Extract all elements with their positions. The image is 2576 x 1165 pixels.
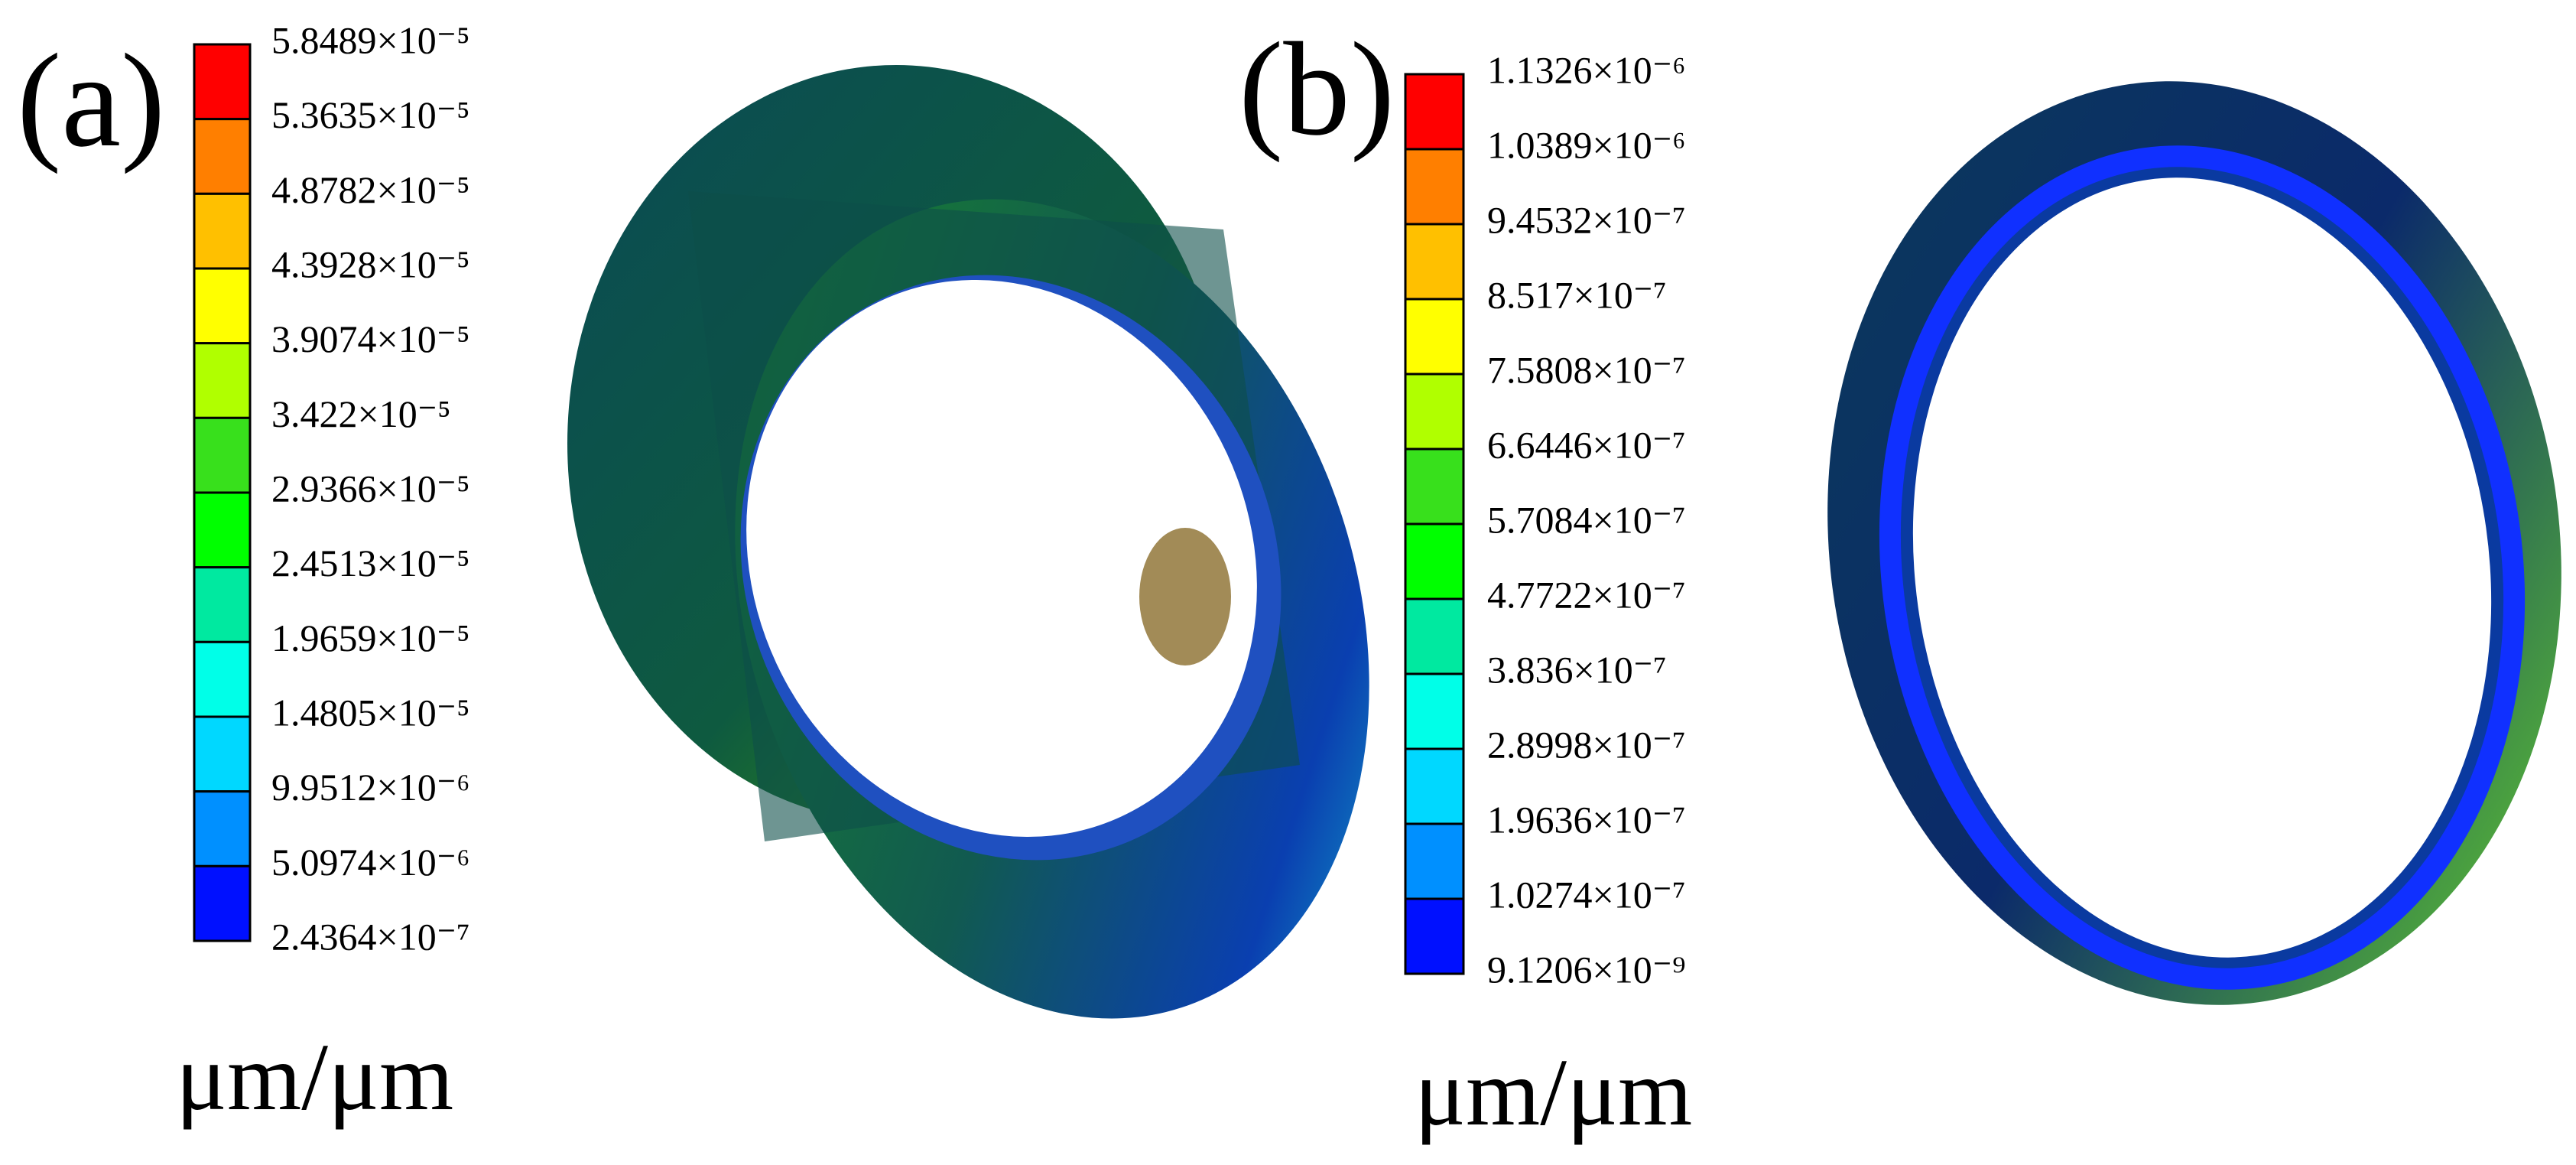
colorbar-band xyxy=(193,342,252,419)
colorbar-band xyxy=(193,267,252,345)
ring-a xyxy=(567,65,1369,1019)
colorbar-label: 1.0274×10⁻⁷ xyxy=(1487,873,1686,916)
colorbar-label: 4.7722×10⁻⁷ xyxy=(1487,573,1686,616)
colorbar-band xyxy=(1404,73,1465,151)
colorbar-label: 5.3635×10⁻⁵ xyxy=(271,93,470,136)
colorbar-band xyxy=(193,864,252,942)
colorbar-band xyxy=(193,640,252,718)
colorbar-band xyxy=(193,43,252,121)
colorbar-label: 4.3928×10⁻⁵ xyxy=(271,242,470,285)
colorbar-band xyxy=(1404,597,1465,675)
colorbar-band xyxy=(1404,373,1465,451)
colorbar-label: 1.9636×10⁻⁷ xyxy=(1487,798,1686,841)
colorbar-label: 6.6446×10⁻⁷ xyxy=(1487,423,1686,466)
colorbar-label: 1.9659×10⁻⁵ xyxy=(271,617,470,659)
panel-label: (a) xyxy=(17,26,165,174)
colorbar-label: 9.1206×10⁻⁹ xyxy=(1487,948,1686,991)
colorbar-band xyxy=(193,491,252,569)
colorbar-band xyxy=(193,566,252,643)
colorbar-label: 3.422×10⁻⁵ xyxy=(271,392,451,435)
colorbar-band xyxy=(1404,447,1465,526)
colorbar-label: 5.8489×10⁻⁵ xyxy=(271,18,470,61)
colorbar-label: 1.0389×10⁻⁶ xyxy=(1487,123,1686,166)
colorbar-band xyxy=(193,118,252,195)
colorbar-band xyxy=(1404,148,1465,226)
colorbar-label: 5.7084×10⁻⁷ xyxy=(1487,498,1686,541)
panel-label: (b) xyxy=(1239,15,1395,163)
colorbar-label: 5.0974×10⁻⁶ xyxy=(271,841,470,884)
colorbar-band xyxy=(1404,298,1465,376)
colorbar-band xyxy=(193,790,252,867)
colorbar-label: 2.4364×10⁻⁷ xyxy=(271,915,470,958)
colorbar-band xyxy=(1404,672,1465,750)
colorbar-band xyxy=(1404,747,1465,825)
colorbar-label: 2.9366×10⁻⁵ xyxy=(271,467,470,509)
colorbar-band xyxy=(1404,822,1465,900)
colorbar-label: 1.4805×10⁻⁵ xyxy=(271,691,470,734)
unit-label: μm/μm xyxy=(176,1025,453,1131)
colorbar-band xyxy=(1404,522,1465,600)
colorbar-label: 2.4513×10⁻⁵ xyxy=(271,542,470,584)
colorbar-label: 2.8998×10⁻⁷ xyxy=(1487,723,1686,766)
colorbar-band xyxy=(1404,223,1465,301)
colorbar-label: 1.1326×10⁻⁶ xyxy=(1487,48,1686,91)
colorbar-label: 9.4532×10⁻⁷ xyxy=(1487,198,1686,241)
ring-b xyxy=(1827,81,2561,1005)
colorbar-band xyxy=(193,715,252,793)
colorbar-label: 3.836×10⁻⁷ xyxy=(1487,648,1667,691)
colorbar-band xyxy=(193,416,252,494)
unit-label: μm/μm xyxy=(1415,1040,1692,1146)
colorbar-label: 8.517×10⁻⁷ xyxy=(1487,273,1667,316)
colorbar-label: 3.9074×10⁻⁵ xyxy=(271,317,470,360)
colorbar-band xyxy=(1404,897,1465,975)
colorbar-label: 9.9512×10⁻⁶ xyxy=(271,766,470,809)
colorbar-label: 4.8782×10⁻⁵ xyxy=(271,168,470,211)
colorbar-label: 7.5808×10⁻⁷ xyxy=(1487,348,1686,391)
colorbar-band xyxy=(193,192,252,270)
